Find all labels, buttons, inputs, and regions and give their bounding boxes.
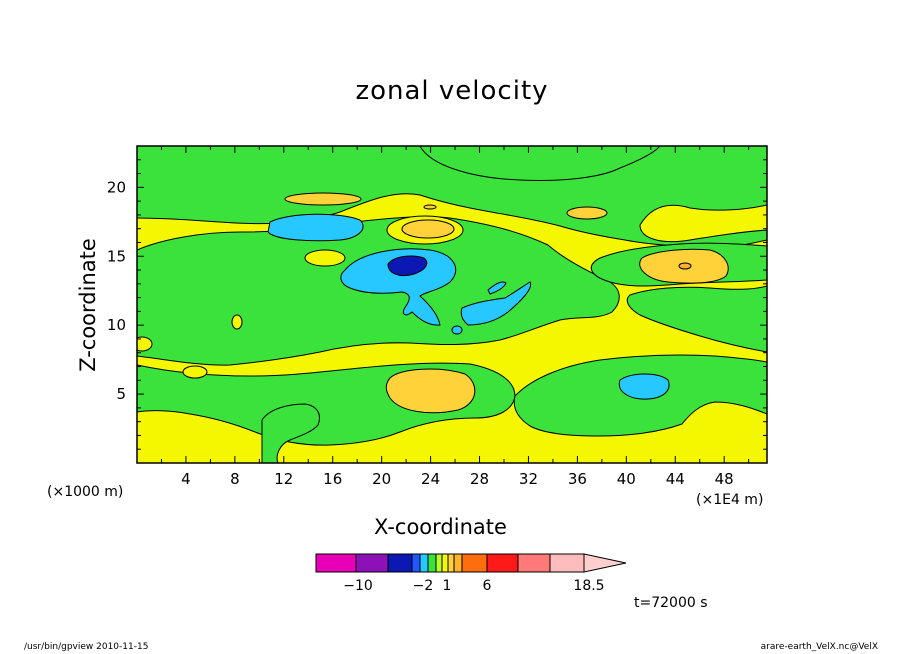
contour-yellow-island-left xyxy=(137,336,153,352)
contour-orange-small xyxy=(423,204,437,210)
y-tick-label: 10 xyxy=(107,316,126,334)
colorbar-swatch xyxy=(486,553,519,573)
colorbar-swatch xyxy=(517,553,551,573)
colorbar-label: −10 xyxy=(343,578,373,594)
x-axis-scale: (×1E4 m) xyxy=(696,492,764,508)
contour-cyan-1 xyxy=(267,213,364,242)
colorbar-swatch xyxy=(411,553,421,573)
x-axis-label: X-coordinate xyxy=(374,515,507,539)
contour-orange-5 xyxy=(385,368,476,414)
colorbar-swatch xyxy=(447,553,455,573)
x-tick-label: 32 xyxy=(519,470,538,488)
x-axis-unit: (×1000 m) xyxy=(47,484,124,500)
contour-green-small-1 xyxy=(231,314,243,330)
contour-green-top-right-bulge xyxy=(419,146,661,181)
time-label: t=72000 s xyxy=(634,595,708,611)
colorbar-swatch xyxy=(355,553,389,573)
x-tick-label: 36 xyxy=(568,470,587,488)
contour-orange-4-core xyxy=(678,262,692,270)
contour-orange-2 xyxy=(401,219,455,239)
colorbar-label: −2 xyxy=(413,578,434,594)
colorbar-swatch xyxy=(453,553,463,573)
contour-orange-3 xyxy=(566,206,608,220)
x-tick-label: 40 xyxy=(617,470,636,488)
x-tick-label: 44 xyxy=(666,470,685,488)
colorbar-label: 18.5 xyxy=(573,578,604,594)
y-ticks: 5 10 15 20 xyxy=(107,159,767,450)
x-tick-label: 24 xyxy=(421,470,440,488)
colorbar: −10 −2 1 6 18.5 xyxy=(315,553,627,594)
contour-cyan-3 xyxy=(460,281,532,326)
colorbar-swatch xyxy=(315,553,357,573)
colorbar-label: 6 xyxy=(483,578,492,594)
colorbar-label: 1 xyxy=(443,578,452,594)
footer-left: /usr/bin/gpview 2010-11-15 xyxy=(24,642,149,652)
colorbar-swatch xyxy=(427,553,437,573)
contour-green-small-3 xyxy=(304,249,346,267)
colorbar-swatch xyxy=(461,553,488,573)
x-tick-label: 4 xyxy=(181,470,191,488)
contour-green-middle-right xyxy=(626,285,767,353)
contour-orange-1 xyxy=(284,192,362,206)
contour-green-bottom-strip xyxy=(261,403,320,463)
contour-cyan-5 xyxy=(618,373,670,400)
colorbar-swatch xyxy=(387,553,413,573)
footer-right: arare-earth_VelX.nc@VelX xyxy=(760,642,878,652)
x-tick-label: 12 xyxy=(274,470,293,488)
contour-cyan-small-1 xyxy=(451,325,463,335)
colorbar-extend-arrow xyxy=(583,553,627,573)
contour-cyan-2 xyxy=(340,248,457,326)
x-ticks: 4 8 12 16 20 24 28 32 36 40 44 48 xyxy=(160,146,750,488)
colorbar-swatch xyxy=(419,553,429,573)
colorbar-swatch xyxy=(435,553,443,573)
y-tick-label: 5 xyxy=(116,385,126,403)
colorbar-swatch xyxy=(441,553,449,573)
x-tick-label: 8 xyxy=(230,470,240,488)
x-tick-label: 16 xyxy=(323,470,342,488)
contour-cyan-4 xyxy=(487,281,507,295)
contour-blue-core xyxy=(387,255,428,277)
y-tick-label: 20 xyxy=(107,178,126,196)
y-tick-label: 15 xyxy=(107,247,126,265)
x-tick-label: 28 xyxy=(470,470,489,488)
colorbar-swatch xyxy=(549,553,585,573)
x-tick-label: 20 xyxy=(372,470,391,488)
contour-green-small-2 xyxy=(182,365,208,379)
chart-title: zonal velocity xyxy=(355,76,549,106)
plot-frame xyxy=(136,145,768,464)
x-tick-label: 48 xyxy=(715,470,734,488)
